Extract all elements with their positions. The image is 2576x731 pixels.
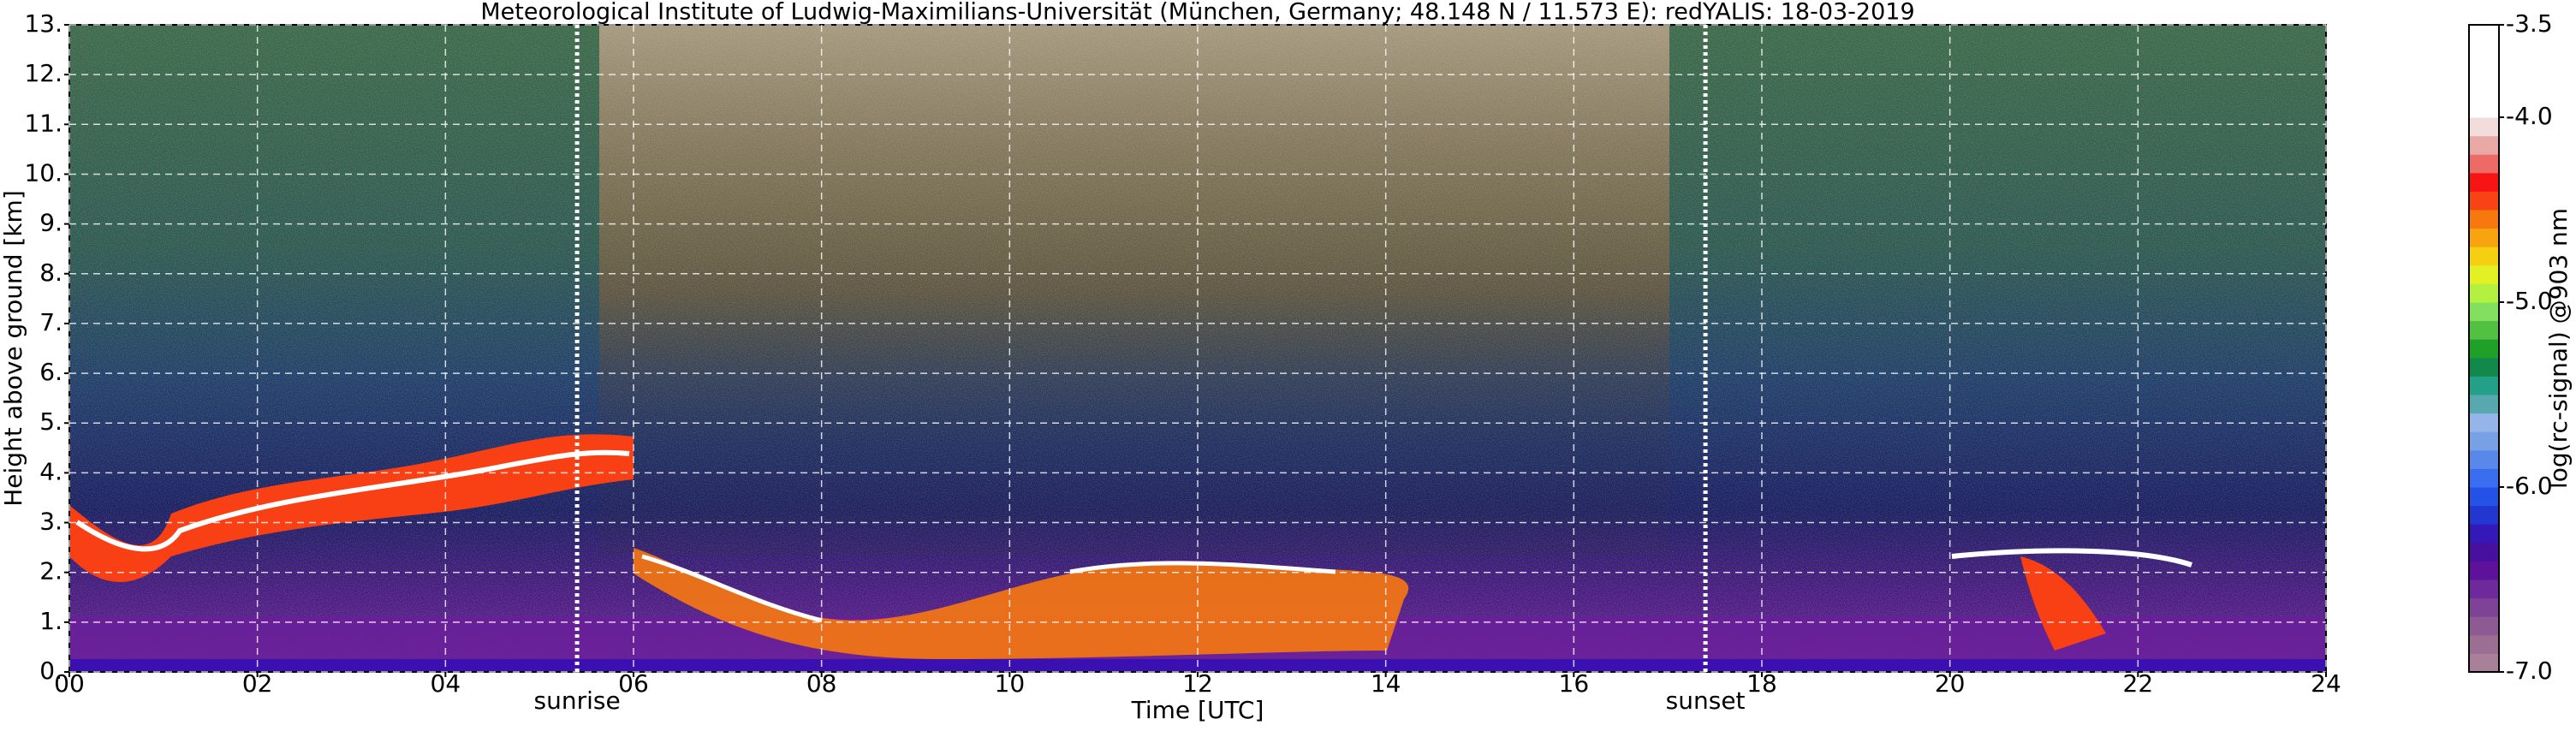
colorbar-segment [2469, 320, 2499, 340]
y-tick-label: 4. [39, 457, 62, 485]
annotation-label: sunrise [534, 686, 621, 715]
colorbar-segment [2469, 413, 2499, 432]
chart-title: Meteorological Institute of Ludwig-Maxim… [480, 0, 1914, 26]
colorbar-segment [2469, 505, 2499, 525]
colorbar-segment [2469, 597, 2499, 617]
colorbar-segment [2469, 302, 2499, 322]
colorbar-segment [2469, 449, 2499, 469]
colorbar-tick-label: -5.0 [2506, 287, 2553, 315]
colorbar-segment [2469, 283, 2499, 303]
colorbar-segment [2469, 487, 2499, 507]
colorbar-segment [2469, 561, 2499, 580]
colorbar-segment [2469, 264, 2499, 284]
colorbar-segment [2469, 210, 2499, 229]
y-tick-label: 2. [39, 557, 62, 585]
colorbar-tick-label: -7.0 [2506, 657, 2553, 685]
colorbar-segment [2469, 339, 2499, 359]
colorbar-segment [2469, 616, 2499, 636]
colorbar-segment [2469, 154, 2499, 174]
y-tick-label: 10. [24, 158, 62, 187]
colorbar-segment [2469, 376, 2499, 395]
y-tick-label: 0. [39, 657, 62, 685]
colorbar-segment [2469, 172, 2499, 192]
colorbar-segment [2469, 395, 2499, 414]
colorbar-tick-label: -4.0 [2506, 102, 2553, 130]
colorbar-tick-label: -6.0 [2506, 472, 2553, 500]
y-tick-label: 8. [39, 259, 62, 287]
y-tick-label: 12. [24, 59, 62, 87]
colorbar-segment [2469, 98, 2499, 118]
colorbar-segment [2469, 634, 2499, 654]
colorbar-segment [2469, 80, 2499, 99]
colorbar-segment [2469, 468, 2499, 488]
annotation-label: sunset [1666, 686, 1746, 715]
y-tick-label: 3. [39, 508, 62, 536]
colorbar-segment [2469, 579, 2499, 599]
y-tick-label: 6. [39, 358, 62, 386]
colorbar-segment [2469, 357, 2499, 377]
colorbar-segment [2469, 228, 2499, 247]
y-tick-label: 13. [24, 9, 62, 38]
colorbar-segment [2469, 653, 2499, 673]
y-tick-label: 1. [39, 607, 62, 635]
colorbar-segment [2469, 43, 2499, 62]
colorbar-segment [2469, 524, 2499, 544]
y-tick-label: 7. [39, 308, 62, 336]
colorbar-segment [2469, 247, 2499, 266]
y-tick-label: 11. [24, 109, 62, 137]
colorbar-segment [2469, 191, 2499, 211]
colorbar-tick-label: -3.5 [2506, 9, 2553, 38]
colorbar-label: log(rc-signal) @903 nm [2544, 208, 2573, 489]
colorbar-segment [2469, 431, 2499, 451]
colorbar-frame [2468, 24, 2500, 673]
colorbar-segment [2469, 542, 2499, 562]
y-tick-label: 5. [39, 407, 62, 436]
colorbar-segment [2469, 135, 2499, 155]
colorbar-segment [2469, 62, 2499, 81]
colorbar-segment [2469, 117, 2499, 137]
colorbar-segment [2469, 25, 2499, 45]
x-axis-label: Time [UTC] [1131, 696, 1264, 724]
y-tick-label: 9. [39, 209, 62, 237]
y-axis-label: Height above ground [km] [0, 190, 27, 507]
